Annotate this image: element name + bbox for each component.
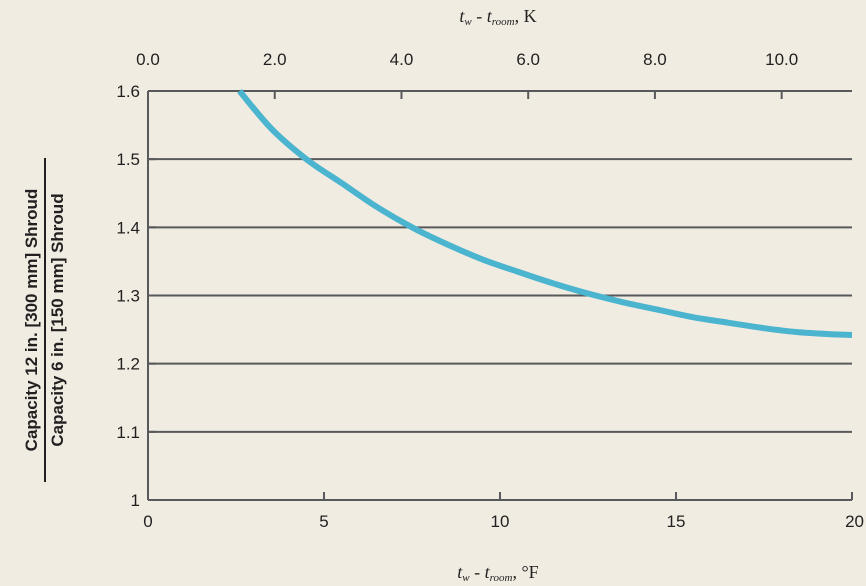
y-tick-label: 1.2	[116, 355, 140, 374]
x2-axis-title: tw - troom, K	[459, 6, 536, 28]
y-tick-label: 1.1	[116, 423, 140, 442]
x2-tick-label: 0.0	[136, 50, 160, 69]
x-tick-label: 15	[667, 512, 686, 531]
x2-tick-label: 6.0	[516, 50, 540, 69]
x-axis-title: tw - troom, °F	[457, 562, 538, 584]
y-tick-label: 1	[131, 491, 140, 510]
x-tick-label: 10	[491, 512, 510, 531]
gridlines	[148, 90, 852, 433]
series-line	[237, 89, 853, 338]
y-tick-label: 1.4	[116, 218, 140, 237]
x2-tick-label: 2.0	[263, 50, 287, 69]
x2-tick-label: 4.0	[390, 50, 414, 69]
y-axis-title: Capacity 12 in. [300 mm] Shroud Capacity…	[22, 158, 67, 482]
x-tick-label: 20	[845, 512, 864, 531]
x2-tick-label: 8.0	[643, 50, 667, 69]
series-group	[237, 89, 853, 338]
y-tick-label: 1.6	[116, 82, 140, 101]
y-axis-title-numerator: Capacity 12 in. [300 mm] Shroud	[22, 189, 41, 452]
y-axis-title-denominator: Capacity 6 in. [150 mm] Shroud	[48, 193, 67, 446]
x-tick-label: 0	[143, 512, 152, 531]
y-tick-label: 1.5	[116, 150, 140, 169]
x-tick-label: 5	[319, 512, 328, 531]
x2-tick-label: 10.0	[765, 50, 798, 69]
y-tick-label: 1.3	[116, 287, 140, 306]
ticks: 1 1.1 1.2 1.3 1.4 1.5 1.6 0 5 10 15 20 0.0 2.0 4.0 6.0 8…	[116, 50, 864, 531]
